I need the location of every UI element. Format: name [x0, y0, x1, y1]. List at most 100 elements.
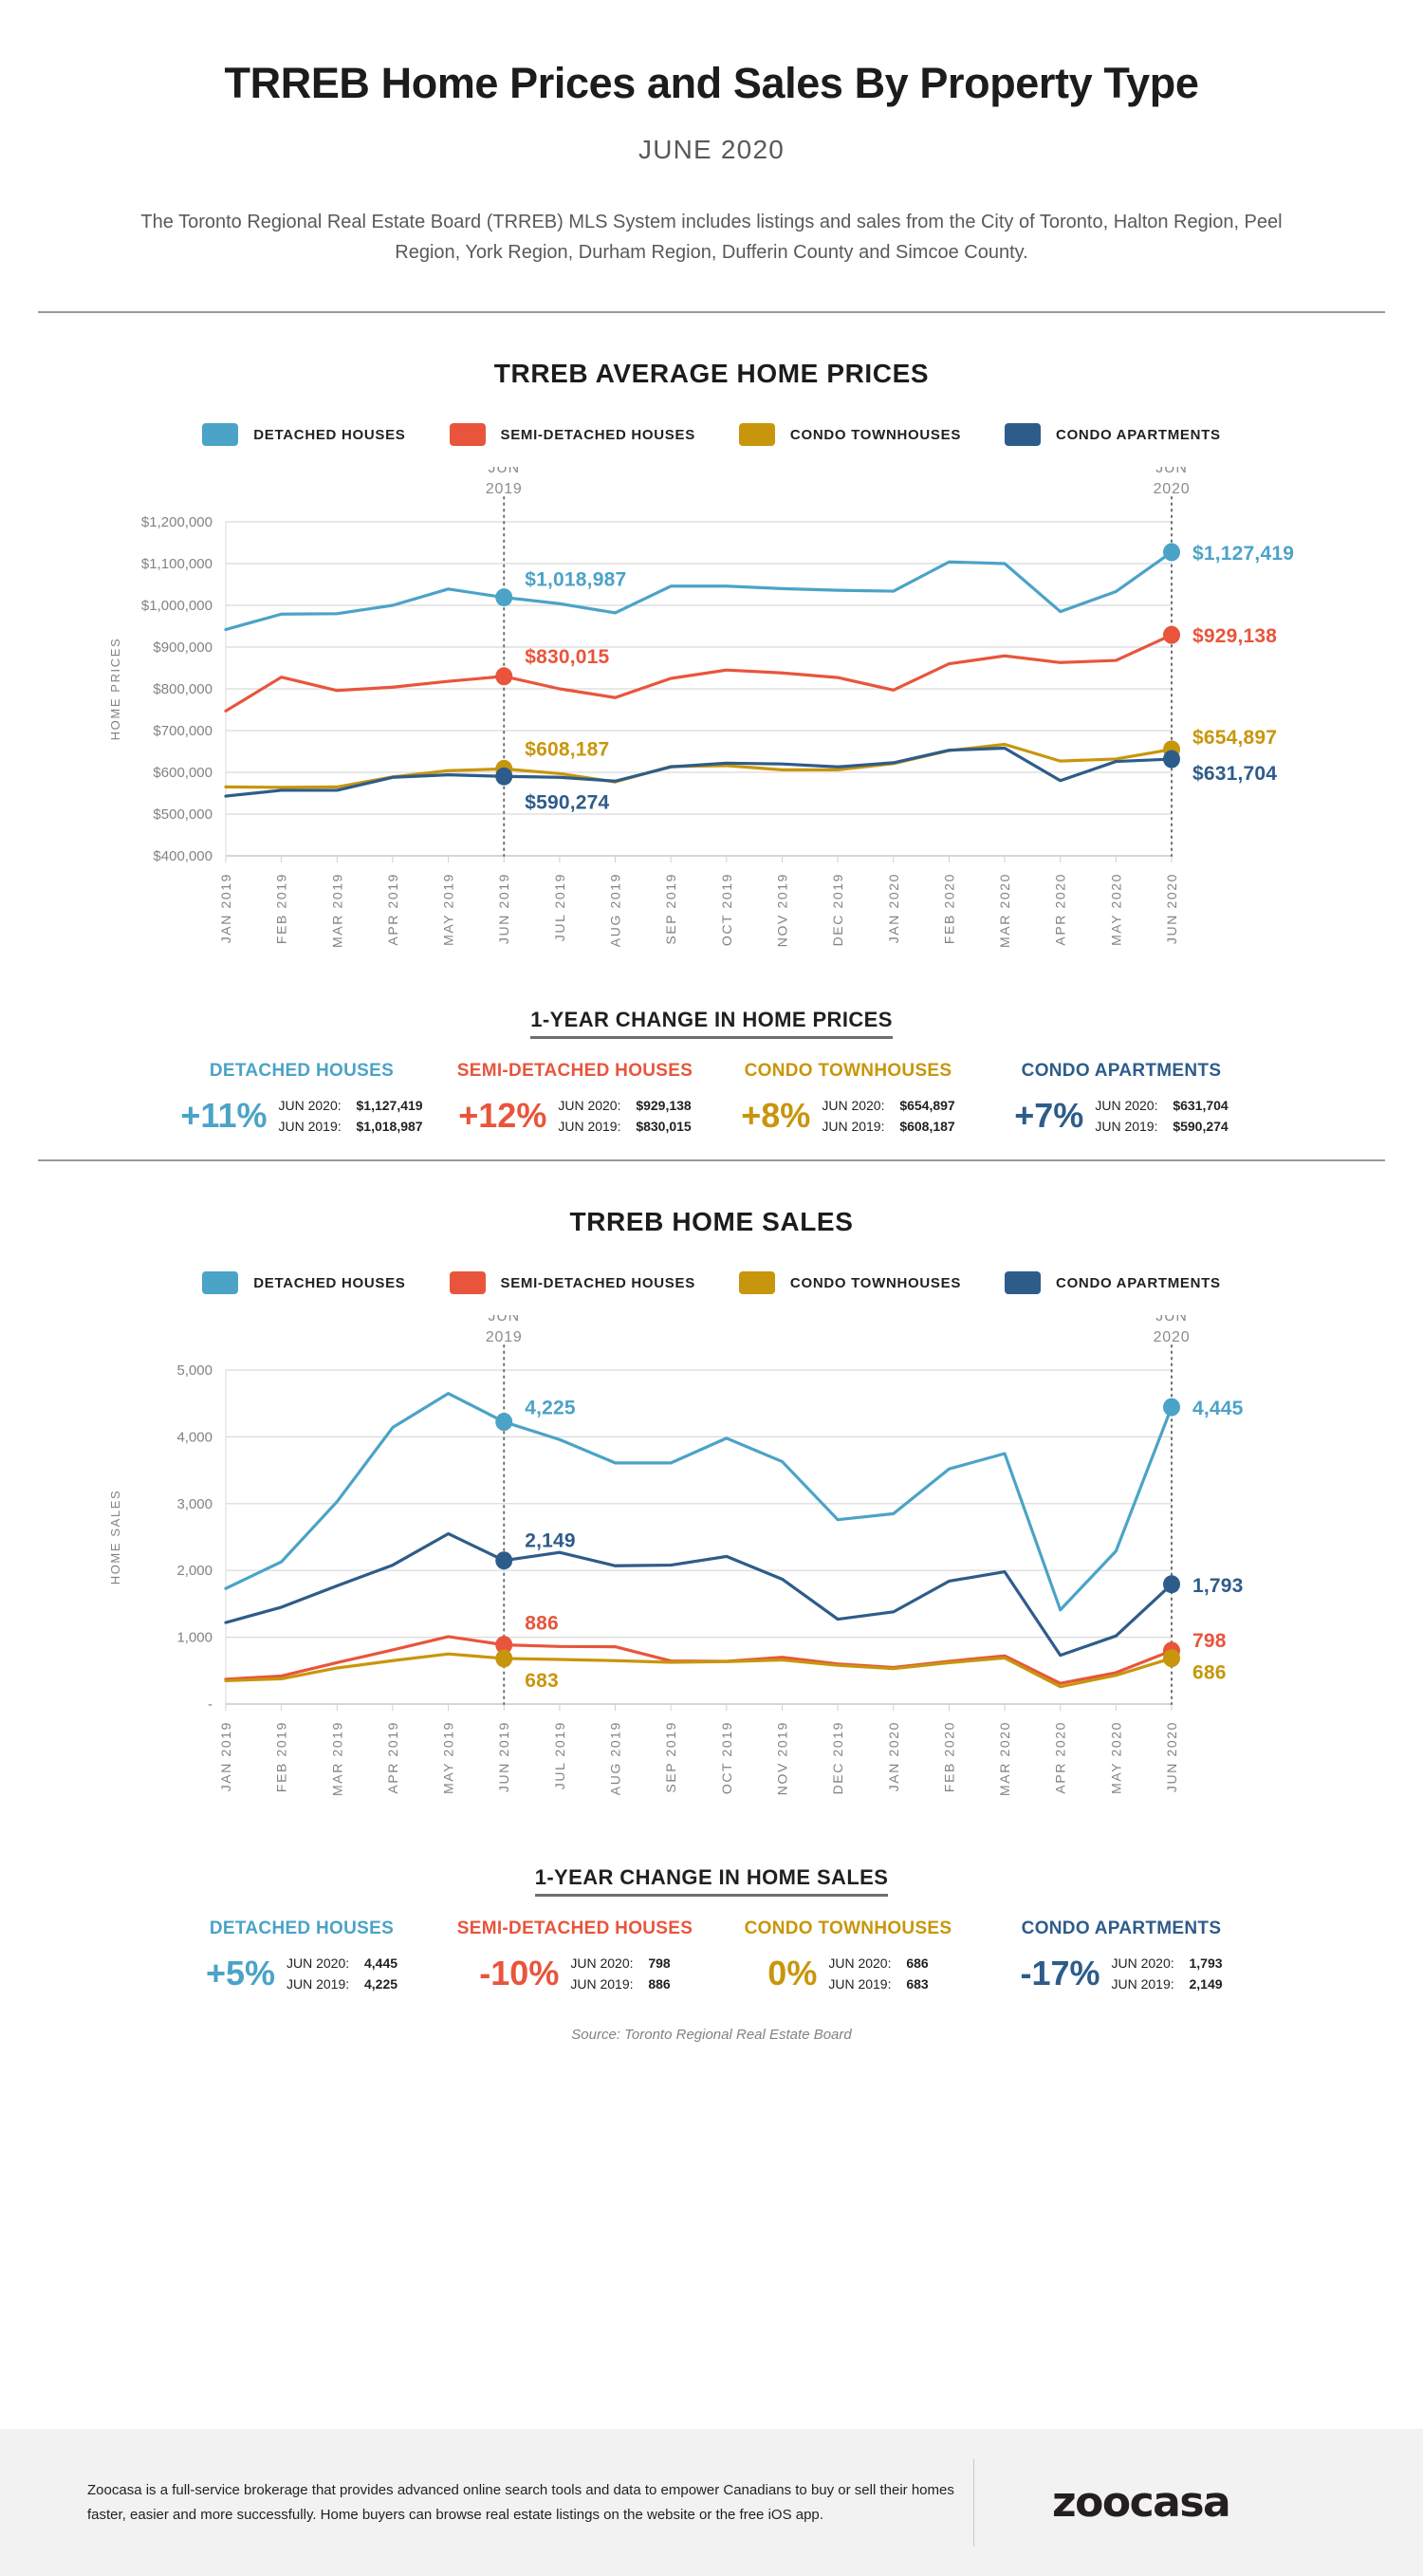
- kv-value: 2,149: [1189, 1976, 1223, 1992]
- kv-key: JUN 2019:: [278, 1119, 342, 1134]
- legend-label-semi-detached: SEMI-DETACHED HOUSES: [500, 1274, 695, 1291]
- legend-label-condo-apartment: CONDO APARTMENTS: [1056, 426, 1221, 443]
- prices-section: TRREB AVERAGE HOME PRICES DETACHED HOUSE…: [0, 359, 1423, 1137]
- legend-swatch-condo-apartment: [1005, 1271, 1042, 1294]
- series-line: [224, 1652, 1174, 1689]
- prices-change-detached-pct: +11%: [180, 1096, 268, 1135]
- legend-item-semi-detached: SEMI-DETACHED HOUSES: [449, 423, 695, 446]
- kv-value: 683: [906, 1976, 929, 1992]
- data-point-label: $929,138: [1192, 625, 1277, 647]
- y-axis-tick-label: 1,000: [176, 1630, 213, 1646]
- legend-label-semi-detached: SEMI-DETACHED HOUSES: [500, 426, 695, 443]
- y-axis-tick-label: $400,000: [153, 848, 213, 864]
- x-axis-tick-label: JUL 2019: [552, 1721, 567, 1789]
- prices-change-condo-townhouse-pct: +8%: [741, 1096, 811, 1135]
- data-point-label: 686: [1192, 1662, 1227, 1684]
- sales-change-detached-name: DETACHED HOUSES: [209, 1918, 395, 1938]
- legend-swatch-condo-townhouse: [738, 423, 775, 446]
- sales-change-semi-detached-pct: -10%: [479, 1954, 560, 1992]
- x-axis-tick-label: FEB 2020: [941, 873, 956, 944]
- kv-row: JUN 2019: 886: [570, 1974, 670, 1994]
- legend-label-detached: DETACHED HOUSES: [253, 1274, 406, 1291]
- y-axis-tick-label: $700,000: [153, 723, 213, 739]
- x-axis-tick-label: OCT 2019: [719, 1721, 734, 1794]
- kv-key: JUN 2019:: [558, 1119, 621, 1134]
- legend-swatch-semi-detached: [449, 423, 486, 446]
- x-axis-tick-label: JAN 2019: [218, 873, 233, 943]
- sales-change-condo-apartment-name: CONDO APARTMENTS: [1021, 1918, 1222, 1938]
- marker-label-month: JUN: [488, 467, 520, 476]
- legend-item-condo-apartment: CONDO APARTMENTS: [1005, 423, 1221, 446]
- kv-value: $631,704: [1173, 1098, 1229, 1113]
- legend-swatch-detached: [202, 1271, 239, 1294]
- sales-chart-title: TRREB HOME SALES: [569, 1207, 854, 1236]
- legend-item-condo-townhouse: CONDO TOWNHOUSES: [738, 1271, 962, 1294]
- page-header: TRREB Home Prices and Sales By Property …: [0, 0, 1423, 268]
- prices-change-detached: DETACHED HOUSES +11% JUN 2020: $1,127,419…: [165, 1061, 438, 1137]
- kv-row: JUN 2019: $830,015: [558, 1116, 691, 1137]
- data-point-label: $830,015: [525, 646, 609, 668]
- kv-row: JUN 2020: 4,445: [286, 1953, 397, 1974]
- x-axis-tick-label: APR 2020: [1053, 873, 1068, 946]
- sales-change-title: 1-YEAR CHANGE IN HOME SALES: [0, 1865, 1423, 1897]
- kv-row: JUN 2019: $1,018,987: [279, 1116, 423, 1137]
- data-point-marker: [1163, 543, 1180, 562]
- kv-key: JUN 2019:: [822, 1119, 885, 1134]
- prices-change-condo-townhouse: CONDO TOWNHOUSES +8% JUN 2020: $654,897 J…: [712, 1061, 985, 1137]
- sales-change-detached-pct: +5%: [205, 1954, 275, 1992]
- legend-swatch-condo-townhouse: [738, 1271, 775, 1294]
- series-line: [224, 1635, 1174, 1685]
- data-point-marker: [1163, 1398, 1180, 1417]
- intro-paragraph: The Toronto Regional Real Estate Board (…: [140, 212, 1283, 263]
- data-point-marker: [495, 1636, 513, 1655]
- x-axis-tick-label: MAR 2020: [997, 873, 1012, 948]
- x-axis-tick-label: FEB 2019: [274, 873, 289, 944]
- data-point-label: 683: [525, 1670, 559, 1692]
- sales-change-condo-townhouse: CONDO TOWNHOUSES 0% JUN 2020: 686 JUN 201…: [712, 1918, 985, 1994]
- legend-label-detached: DETACHED HOUSES: [253, 426, 406, 443]
- page-title: TRREB Home Prices and Sales By Property …: [224, 59, 1199, 107]
- kv-value: $1,127,419: [356, 1098, 423, 1113]
- legend-label-condo-townhouse: CONDO TOWNHOUSES: [789, 1274, 962, 1291]
- data-point-label: $1,127,419: [1192, 543, 1294, 565]
- x-axis-tick-label: MAY 2020: [1108, 873, 1123, 946]
- x-axis-tick-label: MAR 2019: [329, 873, 344, 948]
- data-point-marker: [1163, 1649, 1180, 1668]
- legend-item-detached: DETACHED HOUSES: [202, 1271, 405, 1294]
- prices-change-title: 1-YEAR CHANGE IN HOME PRICES: [0, 1008, 1423, 1039]
- kv-row: JUN 2020: 1,793: [1112, 1953, 1223, 1974]
- prices-change-condo-apartment-name: CONDO APARTMENTS: [1021, 1061, 1222, 1081]
- kv-value: 4,225: [364, 1976, 398, 1992]
- kv-row: JUN 2020: 798: [570, 1953, 670, 1974]
- series-line: [224, 633, 1174, 713]
- sales-legend: DETACHED HOUSES SEMI-DETACHED HOUSES CON…: [0, 1271, 1423, 1294]
- x-axis-tick-label: FEB 2019: [274, 1721, 289, 1792]
- series-line: [224, 746, 1174, 798]
- prices-change-semi-detached: SEMI-DETACHED HOUSES +12% JUN 2020: $929,…: [438, 1061, 712, 1137]
- kv-key: JUN 2020:: [828, 1955, 892, 1971]
- kv-key: JUN 2020:: [1095, 1098, 1158, 1113]
- x-axis-tick-label: MAY 2020: [1108, 1721, 1123, 1794]
- y-axis-tick-label: $1,000,000: [141, 598, 213, 614]
- kv-value: 686: [906, 1955, 929, 1971]
- prices-change-detached-name: DETACHED HOUSES: [209, 1061, 395, 1081]
- kv-row: JUN 2019: $608,187: [822, 1116, 954, 1137]
- series-line: [224, 1531, 1174, 1658]
- prices-change-condo-townhouse-name: CONDO TOWNHOUSES: [744, 1061, 952, 1081]
- y-axis-tick-label: $900,000: [153, 639, 213, 656]
- x-axis-tick-label: JUL 2019: [552, 873, 567, 941]
- data-point-marker: [1163, 750, 1180, 769]
- series-line: [224, 550, 1174, 632]
- marker-label-month: JUN: [488, 1315, 520, 1325]
- x-axis-tick-label: OCT 2019: [719, 873, 734, 946]
- y-axis-tick-label: $600,000: [153, 765, 213, 781]
- prices-change-row: DETACHED HOUSES +11% JUN 2020: $1,127,419…: [0, 1061, 1423, 1137]
- data-point-label: 798: [1192, 1630, 1227, 1652]
- series-line: [224, 1392, 1174, 1612]
- kv-row: JUN 2019: 4,225: [286, 1974, 397, 1994]
- y-axis-tick-label: $1,200,000: [141, 514, 213, 530]
- marker-label-year: 2019: [486, 481, 523, 497]
- sales-change-semi-detached-name: SEMI-DETACHED HOUSES: [456, 1918, 693, 1938]
- x-axis-tick-label: JAN 2019: [218, 1721, 233, 1791]
- y-axis-tick-label: 3,000: [176, 1496, 213, 1512]
